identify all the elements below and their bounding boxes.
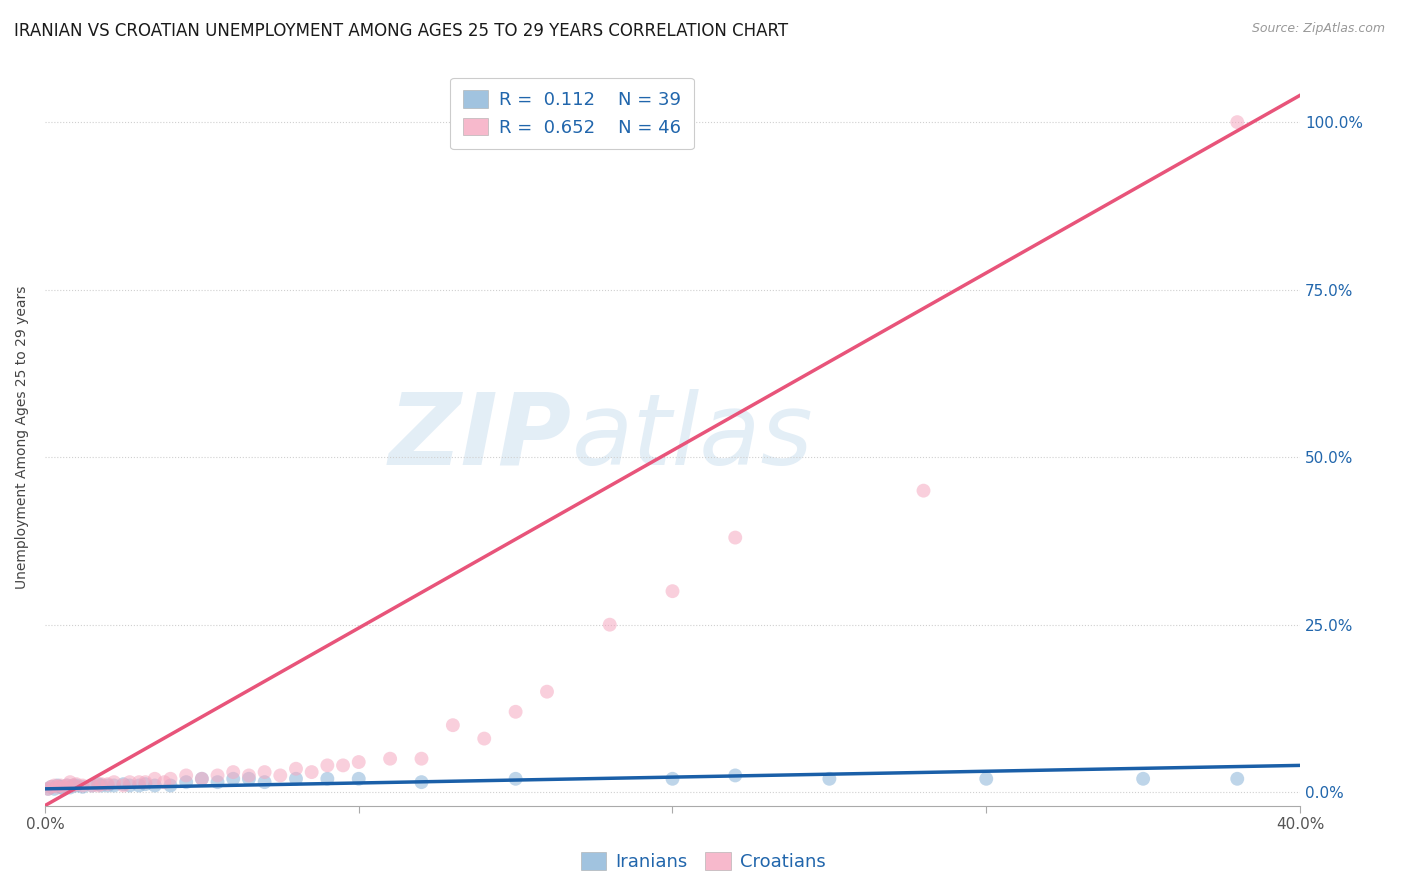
Point [316,772,339,786]
Legend: R =  0.112    N = 39, R =  0.652    N = 46: R = 0.112 N = 39, R = 0.652 N = 46 [450,78,693,150]
Point [159,779,181,793]
Point [1132,772,1154,786]
Point [378,752,401,766]
Point [143,772,166,786]
Point [724,768,747,782]
Text: Source: ZipAtlas.com: Source: ZipAtlas.com [1251,22,1385,36]
Point [599,617,621,632]
Point [661,584,683,599]
Point [90,777,112,791]
Point [39,780,62,794]
Point [56,779,79,793]
Point [285,762,308,776]
Point [191,772,214,786]
Point [505,772,527,786]
Point [159,772,181,786]
Point [87,779,110,793]
Point [112,779,135,793]
Point [128,779,150,793]
Text: ZIP: ZIP [389,389,572,485]
Point [49,779,72,793]
Point [44,779,66,793]
Point [411,752,433,766]
Point [49,780,72,794]
Point [56,779,79,793]
Point [44,781,66,796]
Point [1226,772,1249,786]
Point [65,777,87,791]
Point [62,779,84,793]
Point [912,483,935,498]
Point [191,772,214,786]
Point [174,768,197,782]
Point [39,780,62,794]
Point [134,775,156,789]
Point [52,780,75,794]
Point [222,772,245,786]
Point [103,775,125,789]
Point [59,775,82,789]
Point [103,779,125,793]
Point [505,705,527,719]
Point [143,779,166,793]
Point [46,780,69,794]
Text: atlas: atlas [572,389,814,485]
Point [174,775,197,789]
Point [118,779,141,793]
Point [222,765,245,780]
Point [72,780,94,794]
Point [332,758,354,772]
Point [118,775,141,789]
Point [46,779,69,793]
Point [62,779,84,793]
Point [59,780,82,795]
Point [724,531,747,545]
Point [80,779,103,793]
Point [253,775,276,789]
Point [472,731,495,746]
Y-axis label: Unemployment Among Ages 25 to 29 years: Unemployment Among Ages 25 to 29 years [15,285,30,589]
Point [65,779,87,793]
Point [72,779,94,793]
Point [153,775,176,789]
Point [1226,115,1249,129]
Point [37,781,59,796]
Point [87,777,110,791]
Point [134,777,156,791]
Point [97,777,120,791]
Point [269,768,291,782]
Legend: Iranians, Croatians: Iranians, Croatians [574,846,832,879]
Point [347,772,370,786]
Point [207,768,229,782]
Point [97,779,120,793]
Point [347,755,370,769]
Point [80,779,103,793]
Point [536,684,558,698]
Point [974,772,997,786]
Point [301,765,323,780]
Point [128,775,150,789]
Point [285,772,308,786]
Point [316,758,339,772]
Text: IRANIAN VS CROATIAN UNEMPLOYMENT AMONG AGES 25 TO 29 YEARS CORRELATION CHART: IRANIAN VS CROATIAN UNEMPLOYMENT AMONG A… [14,22,789,40]
Point [37,781,59,796]
Point [52,781,75,796]
Point [818,772,841,786]
Point [661,772,683,786]
Point [112,777,135,791]
Point [441,718,464,732]
Point [90,779,112,793]
Point [411,775,433,789]
Point [207,775,229,789]
Point [253,765,276,780]
Point [238,772,260,786]
Point [238,768,260,782]
